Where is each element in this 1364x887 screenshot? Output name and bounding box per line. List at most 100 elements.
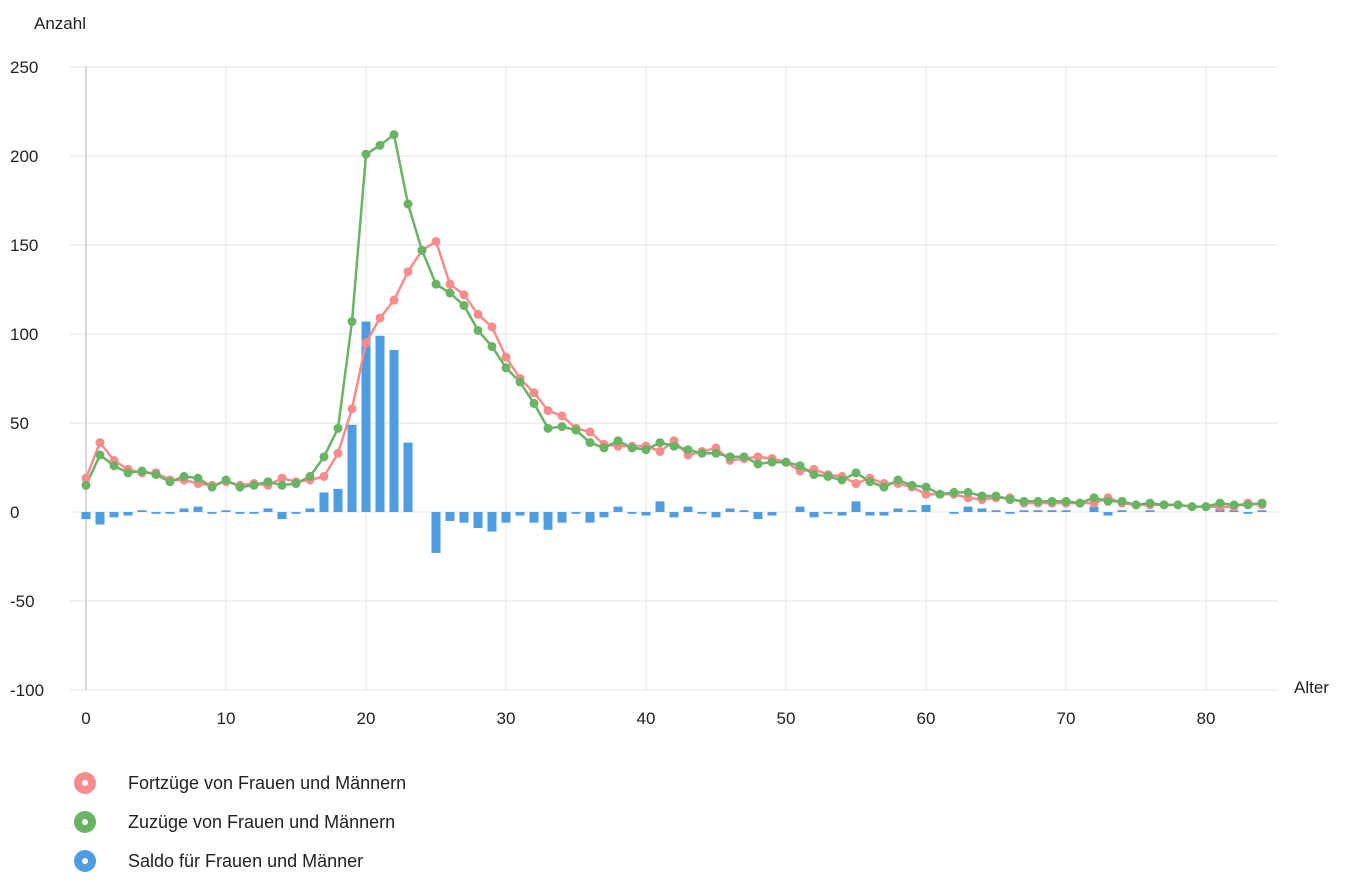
point-series-1-age-81 — [1215, 498, 1225, 508]
point-series-1-age-59 — [907, 480, 917, 490]
saldo-bar-age-17 — [319, 492, 329, 512]
point-series-1-age-15 — [291, 479, 301, 489]
point-series-0-age-48 — [753, 452, 763, 462]
saldo-bar-age-29 — [487, 512, 497, 532]
legend-label-zuzuege: Zuzüge von Frauen und Männern — [128, 812, 396, 832]
saldo-bar-age-83 — [1243, 512, 1253, 514]
point-series-1-age-28 — [473, 325, 483, 335]
y-tick-label-100: 100 — [10, 325, 38, 344]
legend-marker-fortzuege — [74, 772, 96, 794]
y-tick-label--100: -100 — [10, 681, 44, 700]
saldo-bar-age-3 — [123, 512, 133, 516]
line-series-1 — [84, 133, 1263, 508]
legend-label-saldo: Saldo für Frauen und Männer — [128, 851, 364, 871]
saldo-bar-age-47 — [739, 510, 749, 512]
point-series-1-age-33 — [543, 423, 553, 433]
legend-marker-zuzuege — [74, 811, 96, 833]
legend-label-fortzuege: Fortzüge von Frauen und Männern — [128, 773, 407, 793]
x-tick-label-20: 20 — [357, 709, 376, 728]
point-series-1-age-77 — [1159, 500, 1169, 510]
point-series-0-age-41 — [655, 446, 665, 456]
point-series-1-age-80 — [1201, 502, 1211, 512]
point-series-1-age-47 — [739, 452, 749, 462]
x-tick-label-40: 40 — [637, 709, 656, 728]
saldo-bar-age-63 — [963, 506, 973, 512]
point-series-1-age-71 — [1075, 498, 1085, 508]
point-series-1-age-20 — [361, 149, 371, 159]
saldo-bar-age-57 — [879, 512, 889, 516]
point-series-1-age-52 — [809, 470, 819, 480]
saldo-bar-age-14 — [277, 512, 287, 520]
point-series-1-age-73 — [1103, 496, 1113, 506]
saldo-bar-age-56 — [865, 512, 875, 516]
saldo-bar-age-53 — [823, 512, 833, 514]
point-series-1-age-40 — [641, 445, 651, 455]
point-series-1-age-67 — [1019, 496, 1029, 506]
saldo-bar-age-76 — [1145, 510, 1155, 512]
saldo-bar-age-26 — [445, 512, 455, 521]
point-series-1-age-49 — [767, 457, 777, 467]
point-series-1-age-12 — [249, 480, 259, 490]
point-series-0-age-36 — [585, 427, 595, 437]
point-series-1-age-29 — [487, 341, 497, 351]
point-series-1-age-30 — [501, 363, 511, 373]
saldo-bar-age-25 — [431, 512, 441, 553]
point-series-1-age-57 — [879, 482, 889, 492]
saldo-bar-age-58 — [893, 508, 903, 512]
saldo-bar-age-4 — [137, 510, 147, 512]
saldo-bar-age-1 — [95, 512, 105, 525]
point-series-1-age-4 — [137, 466, 147, 476]
saldo-bar-age-68 — [1033, 510, 1043, 512]
point-series-0-age-18 — [333, 448, 343, 458]
y-tick-label-200: 200 — [10, 147, 38, 166]
point-series-0-age-0 — [81, 473, 91, 483]
point-series-1-age-26 — [445, 288, 455, 298]
saldo-bar-age-28 — [473, 512, 483, 529]
saldo-bar-age-0 — [81, 512, 91, 520]
point-series-1-age-75 — [1131, 500, 1141, 510]
saldo-bar-age-59 — [907, 510, 917, 512]
point-series-0-age-32 — [529, 388, 539, 398]
point-series-1-age-0 — [81, 480, 91, 490]
line-series-0 — [84, 240, 1263, 508]
saldo-bar-age-16 — [305, 508, 315, 512]
point-series-1-age-21 — [375, 140, 385, 150]
y-tick-label-0: 0 — [10, 503, 19, 522]
saldo-bar-age-84 — [1257, 510, 1267, 512]
saldo-bar-age-65 — [991, 510, 1001, 512]
point-series-0-age-25 — [431, 236, 441, 246]
point-series-1-age-8 — [193, 473, 203, 483]
point-series-1-age-56 — [865, 477, 875, 487]
saldo-bar-age-5 — [151, 512, 161, 514]
saldo-bar-age-34 — [557, 512, 567, 523]
saldo-bar-age-13 — [263, 508, 273, 512]
point-series-1-age-44 — [697, 448, 707, 458]
saldo-bar-age-32 — [529, 512, 539, 523]
point-series-1-age-16 — [305, 471, 315, 481]
saldo-bar-age-21 — [375, 335, 385, 512]
saldo-bar-age-67 — [1019, 510, 1029, 512]
x-axis-label: Alter — [1294, 678, 1329, 697]
saldo-bar-age-9 — [207, 512, 217, 514]
point-series-0-age-30 — [501, 352, 511, 362]
point-series-1-age-17 — [319, 452, 329, 462]
saldo-bar-age-70 — [1061, 510, 1071, 512]
point-series-1-age-84 — [1257, 498, 1267, 508]
saldo-bar-age-64 — [977, 508, 987, 512]
point-series-1-age-39 — [627, 443, 637, 453]
saldo-bar-age-44 — [697, 512, 707, 514]
saldo-bar-age-7 — [179, 508, 189, 512]
point-series-0-age-27 — [459, 290, 469, 300]
point-series-0-age-23 — [403, 267, 413, 277]
saldo-bar-age-51 — [795, 506, 805, 512]
y-axis-label: Anzahl — [34, 14, 86, 33]
saldo-bar-age-19 — [347, 424, 357, 512]
point-series-1-age-50 — [781, 457, 791, 467]
point-series-1-age-36 — [585, 438, 595, 448]
point-series-1-age-83 — [1243, 500, 1253, 510]
point-series-1-age-68 — [1033, 496, 1043, 506]
point-series-1-age-69 — [1047, 496, 1057, 506]
saldo-bar-age-48 — [753, 512, 763, 520]
saldo-bar-age-8 — [193, 506, 203, 512]
point-series-1-age-66 — [1005, 495, 1015, 505]
